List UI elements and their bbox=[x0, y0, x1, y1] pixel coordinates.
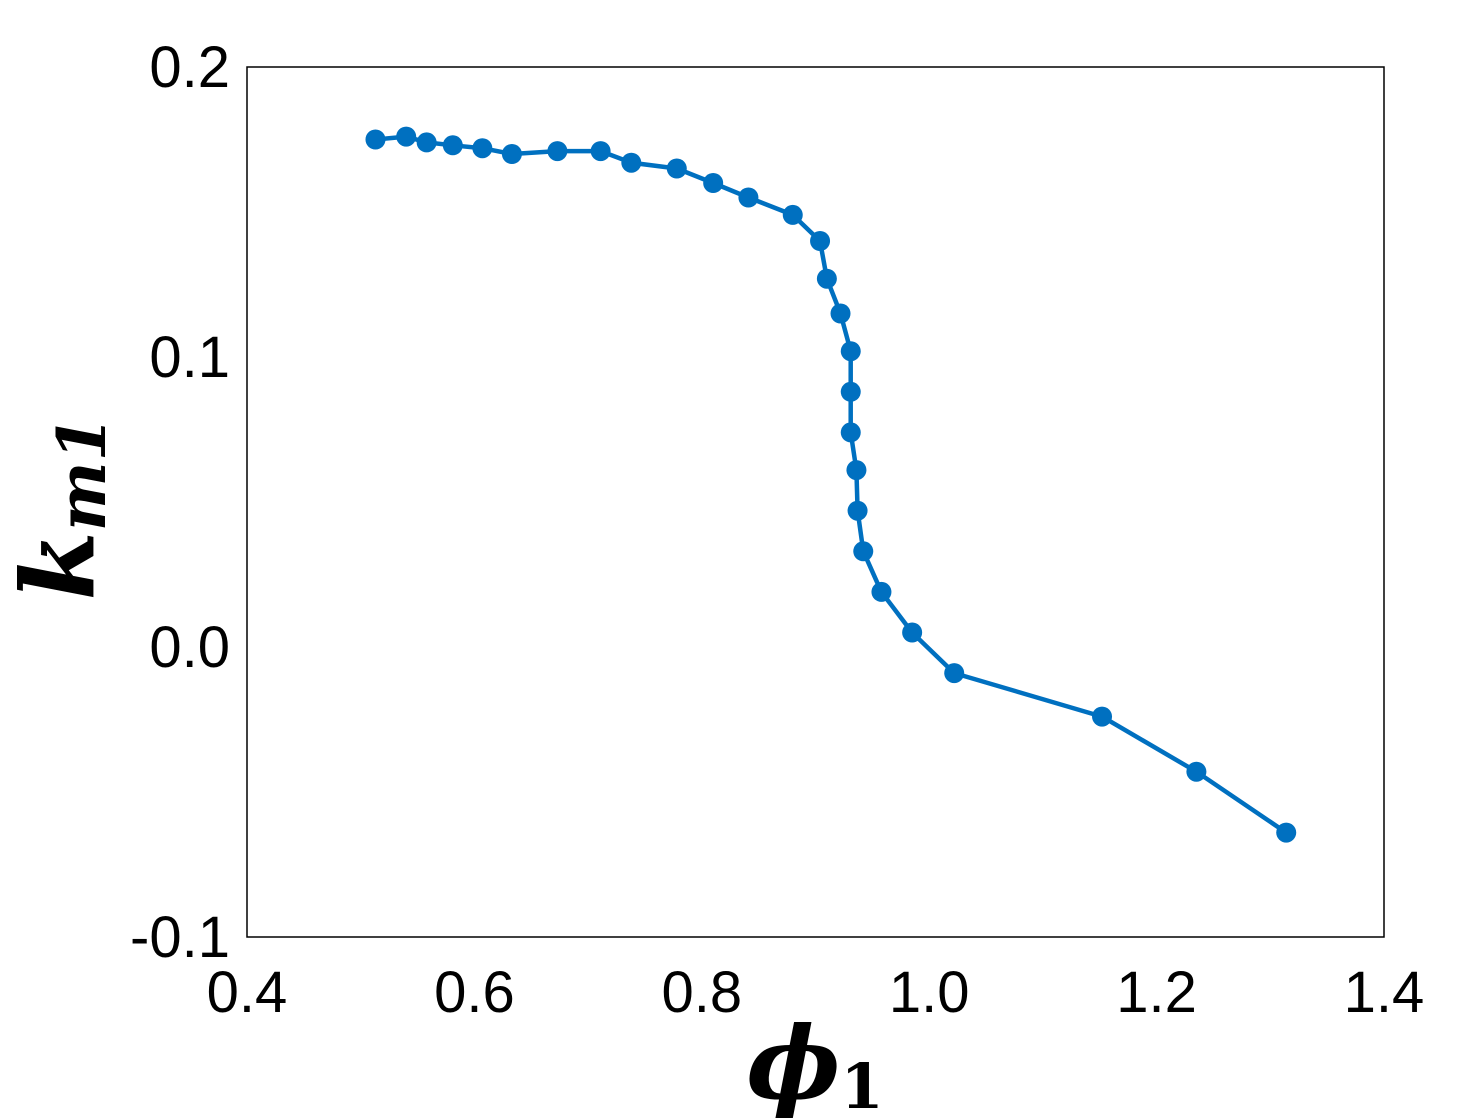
data-point bbox=[1092, 706, 1113, 727]
x-tick-label: 1.0 bbox=[889, 960, 970, 1025]
y-axis-label: km1 bbox=[0, 415, 121, 600]
data-point bbox=[944, 663, 965, 684]
data-point bbox=[1276, 822, 1297, 843]
x-tick-label: 0.6 bbox=[434, 960, 515, 1025]
data-point bbox=[501, 144, 522, 164]
data-point bbox=[738, 187, 759, 208]
data-point bbox=[830, 303, 851, 324]
data-point bbox=[472, 138, 493, 159]
x-tick-labels: 0.4 0.6 0.8 1.0 1.2 1.4 bbox=[207, 960, 1425, 1025]
data-point bbox=[782, 204, 803, 225]
series-line bbox=[375, 134, 1288, 835]
data-point bbox=[840, 341, 861, 362]
x-axis-label-subscript: 1 bbox=[841, 1050, 884, 1118]
y-tick-labels: -0.1 0.0 0.1 0.2 bbox=[130, 35, 230, 970]
data-point bbox=[416, 132, 437, 153]
series-points bbox=[365, 126, 1297, 843]
x-tick-label: 1.4 bbox=[1344, 960, 1425, 1025]
data-point bbox=[902, 622, 923, 643]
data-point bbox=[365, 129, 386, 150]
data-point bbox=[810, 231, 831, 251]
data-point bbox=[703, 173, 724, 193]
data-point bbox=[396, 126, 417, 147]
data-point bbox=[840, 422, 861, 443]
data-point bbox=[442, 135, 463, 156]
data-point bbox=[621, 152, 642, 173]
y-tick-label: 0.0 bbox=[149, 615, 230, 680]
x-tick-label: 0.8 bbox=[661, 960, 742, 1025]
y-tick-label: 0.1 bbox=[149, 325, 230, 390]
data-point bbox=[847, 500, 868, 521]
data-point bbox=[846, 460, 867, 481]
x-tick-label: 1.2 bbox=[1116, 960, 1197, 1025]
y-axis-label-symbol: k bbox=[0, 531, 117, 600]
plot-area bbox=[246, 66, 1385, 938]
x-tick-label: 0.4 bbox=[207, 960, 288, 1025]
data-point bbox=[871, 581, 892, 602]
y-axis-label-subscript: m1 bbox=[43, 415, 121, 531]
data-point bbox=[1186, 761, 1207, 782]
data-point bbox=[547, 141, 568, 162]
data-point bbox=[666, 158, 687, 179]
x-axis-label-symbol: ϕ bbox=[746, 1004, 840, 1118]
y-tick-label: 0.2 bbox=[149, 35, 230, 100]
data-point bbox=[840, 381, 861, 402]
data-point bbox=[853, 541, 874, 562]
x-axis-label: ϕ1 bbox=[746, 1004, 883, 1118]
y-tick-label: -0.1 bbox=[130, 905, 230, 970]
data-point bbox=[816, 268, 837, 289]
data-point bbox=[590, 141, 611, 162]
